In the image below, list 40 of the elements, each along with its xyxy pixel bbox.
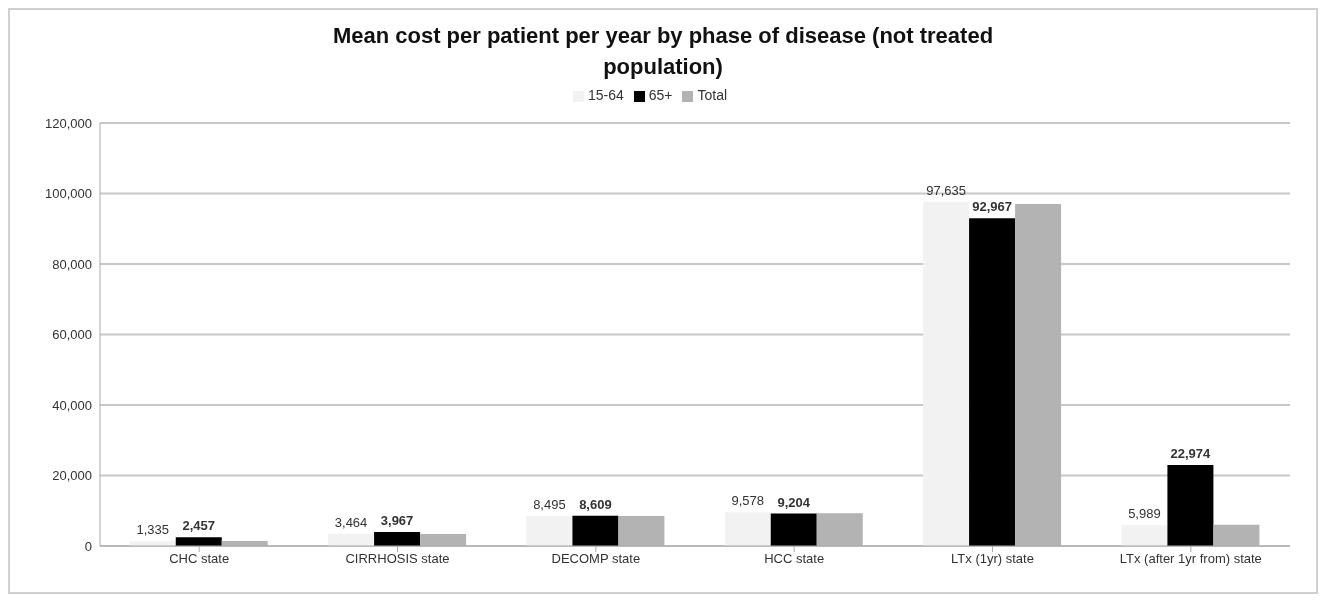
data-label: 97,635 — [926, 182, 966, 198]
data-label: 8,495 — [533, 497, 566, 513]
bar — [1121, 524, 1168, 546]
x-tick-label: CHC state — [169, 551, 230, 567]
y-tick-label: 80,000 — [52, 256, 92, 272]
x-tick-label: HCC state — [764, 551, 825, 567]
data-label: 1,335 — [136, 522, 170, 538]
legend-label: Total — [697, 87, 728, 103]
data-label: 3,464 — [334, 514, 368, 530]
data-label: 8,609 — [579, 496, 612, 512]
data-label: 9,578 — [731, 493, 765, 509]
y-tick-label: 60,000 — [52, 327, 92, 343]
bar — [328, 533, 375, 546]
legend-label: 15-64 — [587, 87, 624, 103]
bar — [526, 516, 573, 546]
bar — [175, 537, 222, 546]
x-tick-label: LTx (1yr) state — [951, 551, 1034, 567]
bar — [923, 201, 970, 546]
y-tick-label: 40,000 — [52, 397, 92, 413]
data-label: 5,989 — [1128, 505, 1161, 521]
y-tick-label: 120,000 — [45, 115, 92, 131]
data-label: 22,974 — [1170, 446, 1212, 462]
x-tick-label: DECOMP state — [551, 551, 641, 567]
bar — [770, 513, 817, 546]
x-tick-label: CIRRHOSIS state — [345, 551, 450, 567]
y-tick-label: 20,000 — [52, 468, 92, 484]
y-tick-label: 100,000 — [45, 186, 92, 202]
bar — [969, 218, 1016, 546]
bar — [374, 532, 421, 546]
legend-label: 65+ — [648, 87, 673, 103]
y-tick-label: 0 — [84, 538, 92, 554]
data-label: 92,967 — [972, 199, 1012, 215]
bar — [1167, 465, 1214, 546]
chart-title: Mean cost per patient per year by phase of disease (not treated population) — [331, 22, 995, 81]
data-label: 2,457 — [182, 518, 216, 534]
bar — [572, 515, 619, 546]
data-label: 3,967 — [380, 513, 414, 529]
bar — [724, 512, 771, 546]
data-label: 9,204 — [777, 494, 811, 510]
x-tick-label: LTx (after 1yr from) state — [1119, 551, 1262, 567]
